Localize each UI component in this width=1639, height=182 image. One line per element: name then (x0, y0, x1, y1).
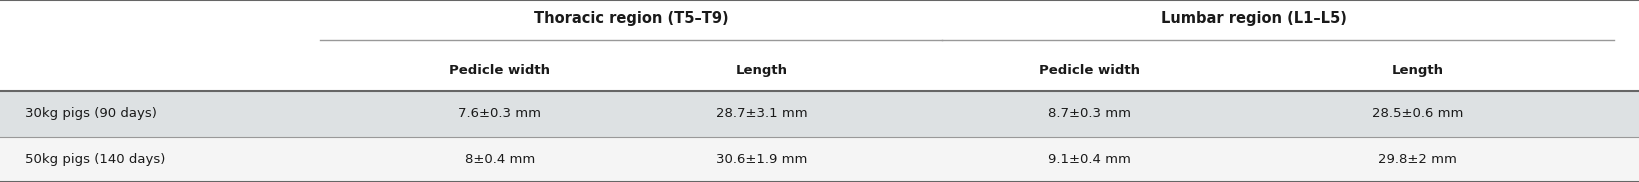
Bar (0, 91, 1639, 136)
Text: 29.8±2 mm: 29.8±2 mm (1378, 153, 1457, 166)
Text: 28.7±3.1 mm: 28.7±3.1 mm (716, 107, 808, 120)
Text: 30kg pigs (90 days): 30kg pigs (90 days) (25, 107, 156, 120)
Text: Pedicle width: Pedicle width (449, 64, 551, 78)
Text: Length: Length (736, 64, 788, 78)
Text: 28.5±0.6 mm: 28.5±0.6 mm (1372, 107, 1464, 120)
Text: 50kg pigs (140 days): 50kg pigs (140 days) (25, 153, 166, 166)
Bar (0, 136, 1639, 182)
Bar (0, 51, 1639, 91)
Text: 7.6±0.3 mm: 7.6±0.3 mm (459, 107, 541, 120)
Text: Length: Length (1392, 64, 1444, 78)
Text: 9.1±0.4 mm: 9.1±0.4 mm (1049, 153, 1131, 166)
Text: 30.6±1.9 mm: 30.6±1.9 mm (716, 153, 808, 166)
Text: Thoracic region (T5–T9): Thoracic region (T5–T9) (534, 11, 728, 26)
Text: Lumbar region (L1–L5): Lumbar region (L1–L5) (1160, 11, 1347, 26)
Text: 8±0.4 mm: 8±0.4 mm (465, 153, 534, 166)
Bar (0, 0, 1639, 51)
Text: 8.7±0.3 mm: 8.7±0.3 mm (1049, 107, 1131, 120)
Text: Pedicle width: Pedicle width (1039, 64, 1141, 78)
